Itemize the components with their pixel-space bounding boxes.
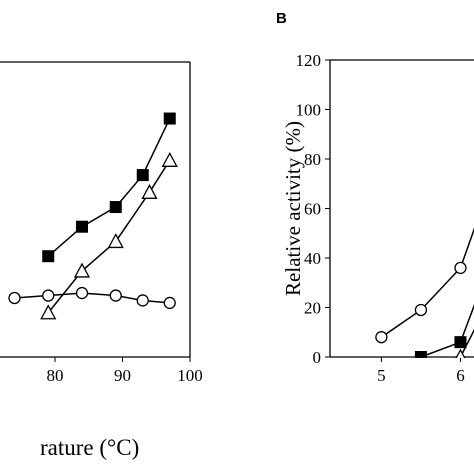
plot-frame — [0, 61, 191, 358]
plot-frame — [329, 59, 474, 358]
x-tick-label: 6 — [456, 366, 465, 385]
marker-triangle — [141, 183, 158, 199]
marker-circle — [375, 331, 388, 344]
marker-circle — [109, 289, 122, 302]
marker-square — [163, 112, 176, 125]
marker-circle — [136, 294, 149, 307]
x-tick-label: 100 — [177, 366, 203, 385]
marker-square — [454, 336, 467, 349]
marker-circle — [8, 291, 21, 305]
marker-circle — [414, 303, 428, 317]
marker-square — [76, 220, 88, 233]
x-tick-label: 80 — [47, 366, 64, 385]
x-tick-label: 5 — [377, 366, 386, 385]
marker-circle — [75, 286, 89, 300]
y-tick-label: 60 — [304, 200, 321, 219]
marker-triangle — [107, 233, 124, 249]
marker-triangle — [40, 304, 57, 320]
marker-square — [414, 351, 427, 358]
plot-area — [8, 112, 178, 320]
marker-circle — [163, 296, 176, 310]
marker-square — [136, 169, 149, 182]
marker-triangle — [161, 151, 178, 167]
y-tick-label: 20 — [304, 299, 321, 318]
y-tick-label: 80 — [304, 150, 321, 169]
series-line — [380, 227, 474, 338]
marker-square — [109, 201, 122, 214]
series-line — [459, 328, 474, 358]
marker-square — [42, 250, 55, 263]
x-axis-label: rature (°C) — [40, 435, 139, 460]
x-tick-label: 90 — [114, 366, 131, 385]
panel-label: B — [276, 10, 287, 27]
plot-area — [375, 227, 474, 358]
marker-circle — [42, 289, 55, 302]
series-line — [47, 159, 171, 314]
y-tick-label: 100 — [296, 101, 322, 120]
series-line — [47, 118, 171, 257]
y-axis-label: Relative activity (%) — [281, 121, 305, 296]
y-tick-label: 120 — [296, 51, 322, 70]
y-tick-label: 40 — [304, 249, 321, 268]
marker-triangle — [455, 348, 466, 358]
marker-triangle — [73, 262, 91, 278]
marker-circle — [454, 261, 467, 275]
y-tick-label: 0 — [313, 348, 322, 367]
